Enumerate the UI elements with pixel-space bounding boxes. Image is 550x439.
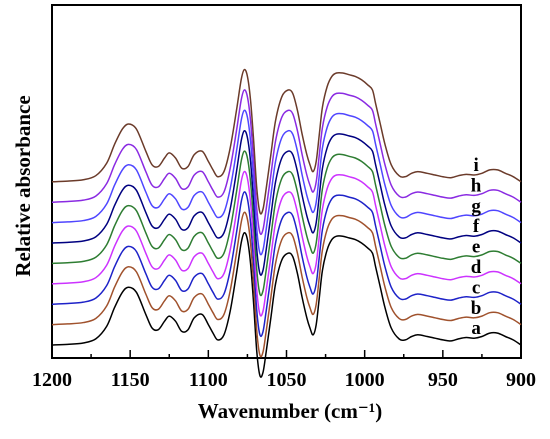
x-axis-title: Wavenumber (cm⁻¹): [198, 399, 382, 423]
x-tick-label: 1200: [32, 369, 72, 391]
y-axis-title: Relative absorbance: [11, 95, 35, 276]
series-label-a: a: [471, 318, 481, 339]
x-tick-label: 1000: [345, 369, 385, 391]
series-line-a: [51, 231, 522, 378]
series-layer: [51, 68, 522, 378]
series-line-i: [51, 68, 522, 215]
series-line-b: [51, 211, 522, 358]
series-line-f: [51, 129, 522, 276]
x-tick-label: 1100: [189, 369, 228, 391]
series-line-g: [51, 109, 522, 256]
series-line-e: [51, 150, 522, 297]
series-label-c: c: [472, 277, 480, 298]
series-label-i: i: [473, 155, 478, 176]
series-label-g: g: [471, 196, 481, 217]
series-line-h: [51, 89, 522, 236]
series-label-h: h: [471, 175, 482, 196]
series-label-b: b: [471, 298, 482, 319]
x-tick-label: 1050: [267, 369, 307, 391]
series-label-d: d: [471, 257, 482, 278]
series-label-f: f: [473, 216, 480, 237]
series-line-d: [51, 170, 522, 317]
x-tick-label: 950: [428, 369, 458, 391]
x-tick-label: 1150: [111, 369, 150, 391]
x-tick-label: 900: [506, 369, 536, 391]
series-label-e: e: [472, 237, 480, 258]
x-axis-ticks: 1200 1150 1100 1050 1000 950 900: [32, 350, 536, 391]
plot-frame: [51, 4, 522, 359]
series-line-c: [51, 191, 522, 338]
